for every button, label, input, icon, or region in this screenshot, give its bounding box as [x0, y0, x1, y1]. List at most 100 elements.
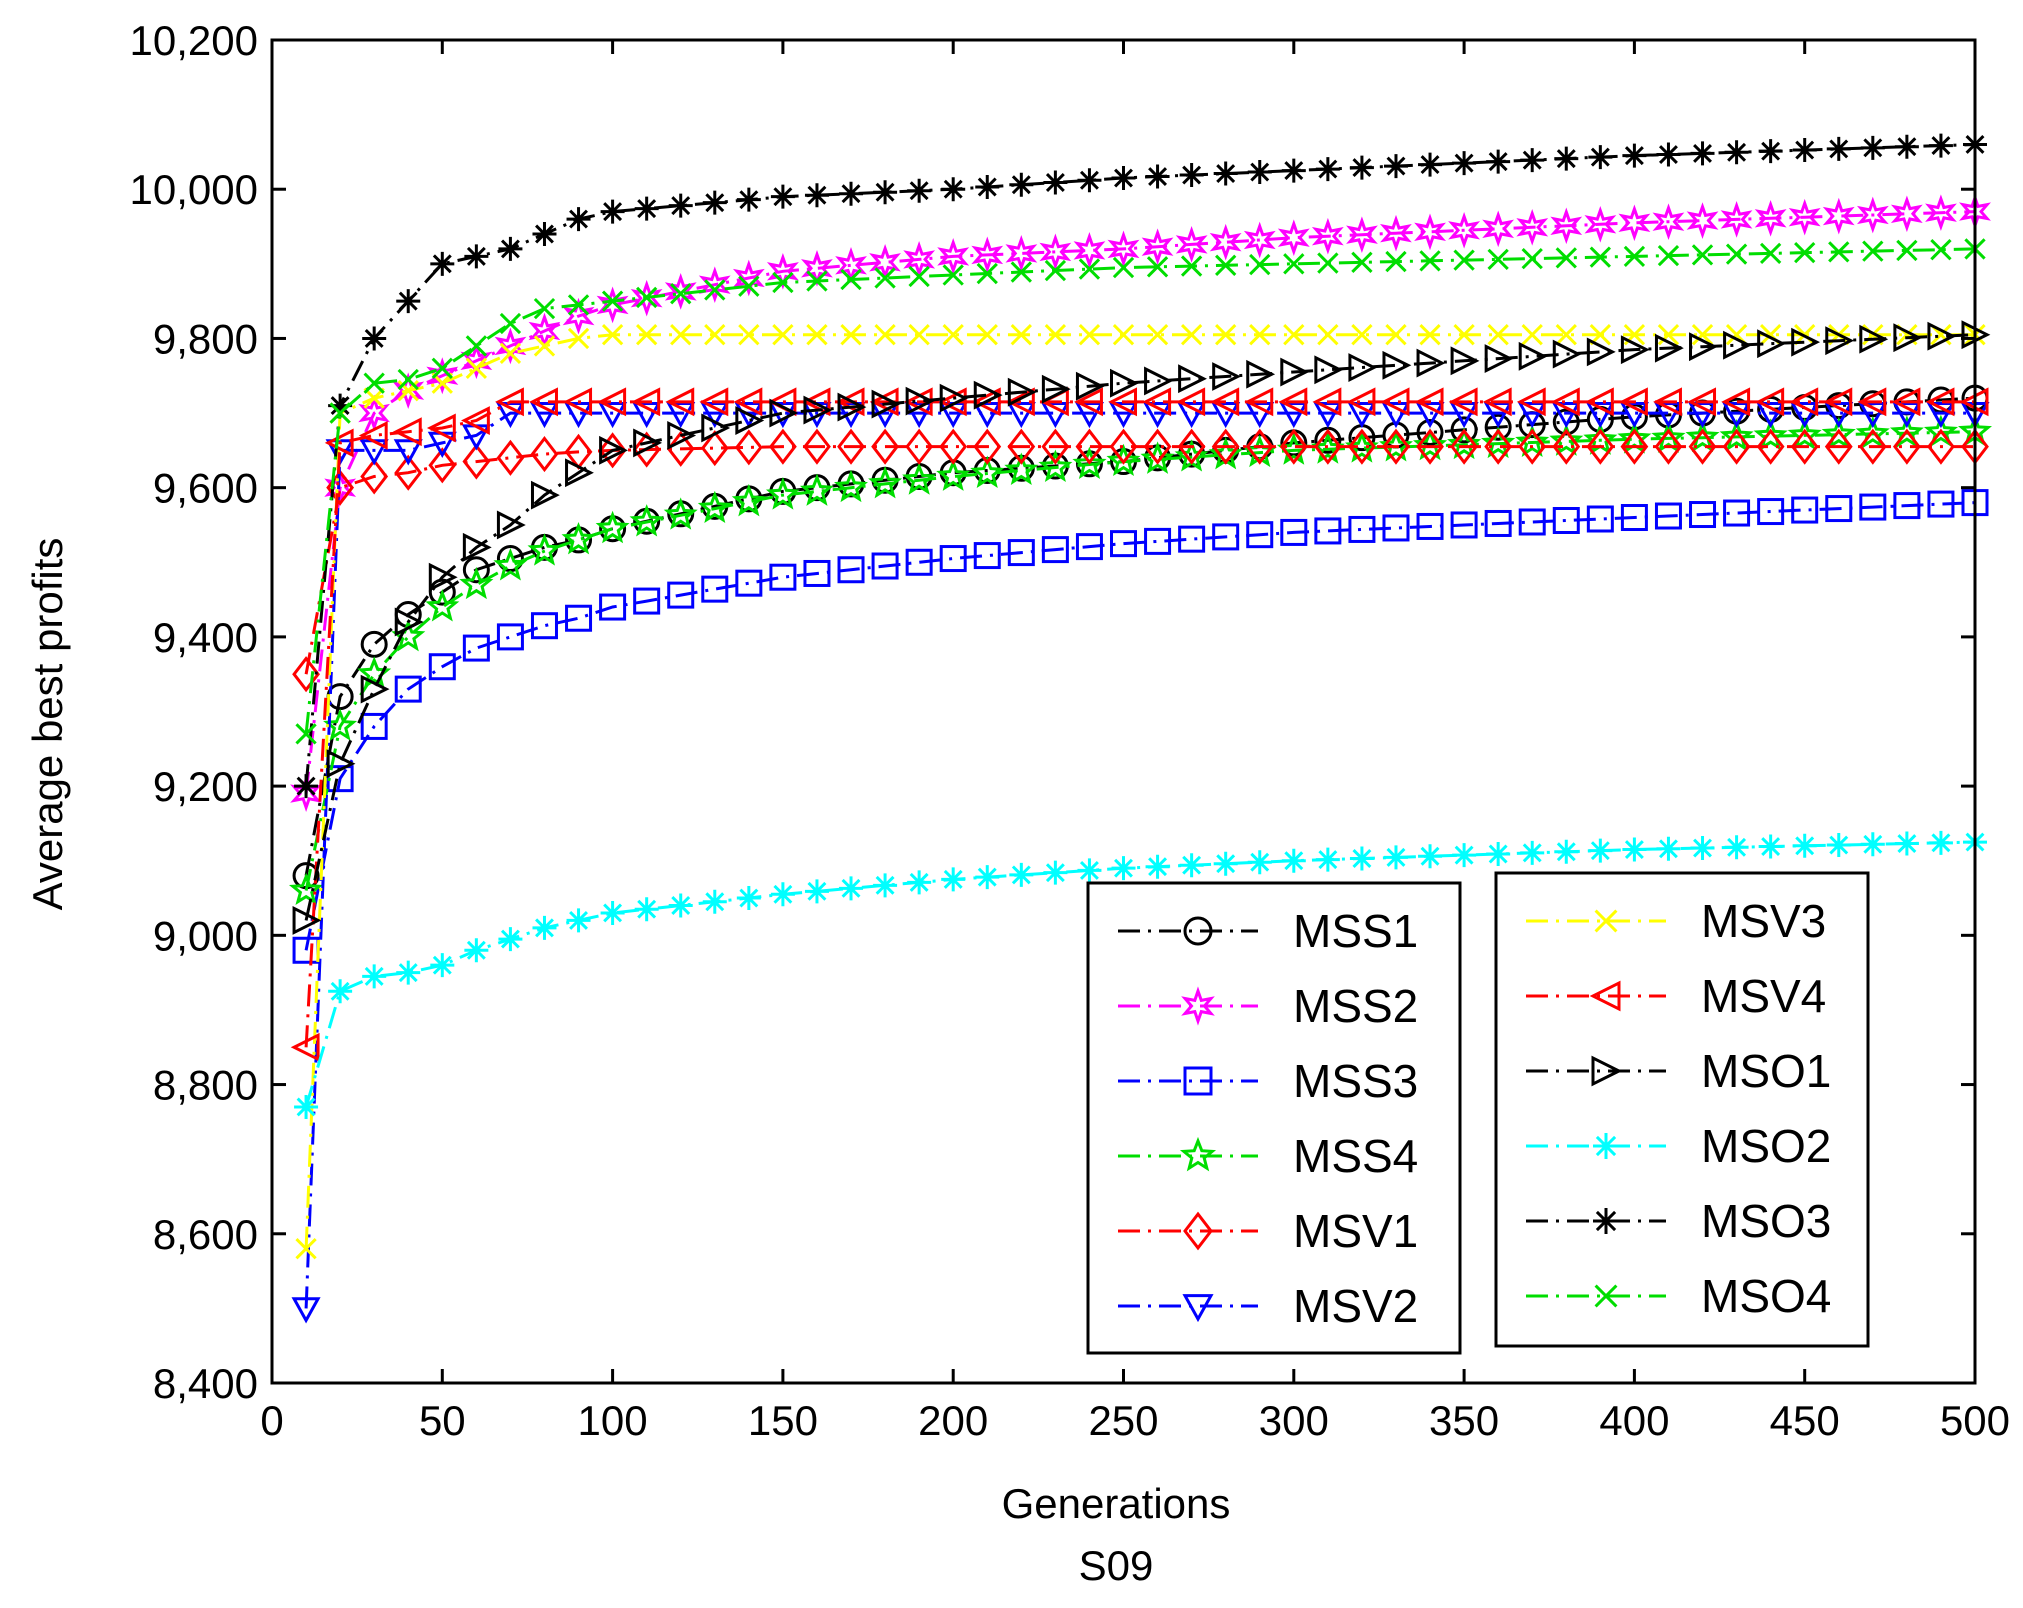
- legend-item-mso2: MSO2: [1526, 1120, 1831, 1172]
- data-point: [1787, 417, 1822, 450]
- data-point: [973, 428, 1002, 465]
- data-point: [1210, 387, 1240, 417]
- data-point: [1656, 142, 1681, 167]
- data-point: [1923, 414, 1959, 447]
- data-point: [1145, 164, 1170, 189]
- data-point: [1925, 387, 1955, 417]
- data-point: [1351, 251, 1373, 274]
- legend-marker: [1181, 986, 1215, 1026]
- legend-item-msv3: MSV3: [1526, 895, 1826, 947]
- series-line: [304, 333, 1975, 1249]
- data-point: [1759, 242, 1782, 265]
- data-point: [425, 589, 460, 622]
- data-point: [291, 1297, 321, 1324]
- data-point: [1517, 401, 1547, 429]
- data-point: [1552, 428, 1581, 465]
- legend-marker: [1179, 1136, 1217, 1172]
- data-point: [1380, 214, 1412, 252]
- legend-item-msv2: MSV2: [1118, 1280, 1418, 1332]
- data-point: [1757, 498, 1785, 526]
- data-point: [704, 324, 726, 346]
- data-point: [939, 545, 967, 573]
- data-point: [1654, 502, 1682, 530]
- legend-label: MSO2: [1701, 1120, 1831, 1172]
- legend-marker: [1182, 1294, 1214, 1323]
- data-point: [1043, 170, 1068, 195]
- data-point: [734, 401, 764, 429]
- data-point: [1855, 415, 1890, 449]
- data-point: [1481, 425, 1516, 459]
- data-point: [1351, 324, 1373, 346]
- data-point: [1721, 387, 1751, 417]
- data-point: [533, 297, 556, 320]
- data-point: [1383, 845, 1408, 870]
- data-point: [431, 372, 453, 394]
- data-point: [1552, 408, 1580, 436]
- data-point: [567, 327, 590, 350]
- data-point: [1211, 428, 1240, 465]
- data-point: [871, 552, 899, 580]
- data-point: [599, 435, 628, 465]
- data-point: [1418, 152, 1443, 177]
- x-axis-title: Generations: [1002, 1480, 1231, 1527]
- data-point: [735, 406, 765, 435]
- data-point: [362, 326, 387, 351]
- data-point: [1077, 168, 1102, 193]
- data-point: [1722, 401, 1752, 429]
- legend-column-2: MSV3 MSV4 MSO1 MSO2 MSO3 MSO4: [1494, 871, 1870, 1348]
- data-point: [1893, 323, 1923, 353]
- legend-label: MSV2: [1293, 1280, 1418, 1332]
- legend-item-mso1: MSO1: [1526, 1045, 1831, 1097]
- data-point: [1108, 387, 1137, 417]
- data-point: [1860, 832, 1885, 857]
- data-point: [600, 199, 625, 224]
- data-point: [942, 324, 964, 346]
- data-point: [1382, 428, 1410, 465]
- data-point: [1383, 154, 1408, 179]
- data-point: [1724, 835, 1749, 860]
- data-point: [1691, 244, 1714, 266]
- data-point: [1450, 511, 1478, 539]
- data-point: [1278, 387, 1308, 417]
- data-point: [1078, 324, 1101, 346]
- data-point: [630, 279, 663, 317]
- data-point: [1826, 136, 1851, 161]
- data-point: [360, 458, 389, 495]
- data-point: [1315, 157, 1340, 182]
- data-point: [667, 581, 695, 609]
- data-point: [908, 265, 930, 288]
- data-point: [1685, 419, 1720, 453]
- data-point: [1518, 341, 1548, 371]
- legend-marker: [1591, 1055, 1623, 1087]
- data-point: [937, 387, 967, 417]
- x-tick-label: 200: [918, 1397, 988, 1444]
- data-point: [668, 193, 693, 218]
- data-point: [1552, 339, 1582, 369]
- data-point: [561, 522, 596, 555]
- data-point: [1419, 324, 1441, 346]
- data-point: [799, 473, 834, 506]
- legend-item-msv4: MSV4: [1526, 970, 1826, 1022]
- data-point: [394, 675, 422, 703]
- data-point: [1822, 197, 1855, 235]
- data-point: [1824, 428, 1853, 465]
- data-point: [1586, 505, 1614, 533]
- data-point: [1311, 217, 1344, 255]
- data-point: [1723, 330, 1752, 360]
- data-point: [1753, 418, 1788, 451]
- data-point: [498, 927, 523, 952]
- data-point: [976, 262, 998, 285]
- data-point: [363, 372, 385, 394]
- data-point: [1792, 138, 1817, 163]
- data-point: [530, 436, 559, 473]
- data-point: [801, 387, 831, 417]
- data-point: [600, 900, 625, 925]
- data-point: [428, 447, 457, 484]
- data-point: [527, 533, 562, 566]
- data-point: [358, 394, 391, 432]
- data-point: [363, 387, 385, 409]
- data-point: [597, 387, 627, 417]
- data-point: [1177, 428, 1206, 465]
- data-point: [1452, 151, 1477, 176]
- data-point: [670, 324, 692, 346]
